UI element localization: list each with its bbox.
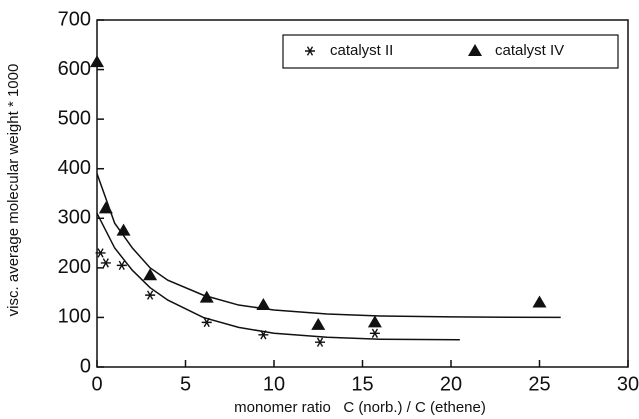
x-axis-label: monomer ratio C (norb.) / C (ethene) — [234, 399, 486, 416]
y-axis-label: visc. average molecular weight * 1000 — [5, 64, 22, 317]
x-tick-label: 30 — [617, 373, 639, 395]
point — [145, 290, 156, 300]
y-tick-label: 500 — [58, 107, 91, 129]
legend-label: catalyst IV — [495, 42, 564, 59]
x-tick-label: 15 — [351, 373, 373, 395]
point — [532, 295, 547, 308]
point — [143, 268, 158, 281]
y-tick-label: 700 — [58, 8, 91, 30]
y-tick-label: 300 — [58, 207, 91, 229]
point — [367, 315, 382, 328]
y-tick-label: 400 — [58, 157, 91, 179]
x-tick-label: 0 — [91, 373, 102, 395]
point — [256, 298, 271, 311]
legend-label: catalyst II — [330, 42, 393, 59]
x-tick-label: 25 — [528, 373, 550, 395]
legend-marker — [305, 46, 315, 56]
point — [116, 223, 131, 236]
point — [95, 248, 106, 258]
x-tick-label: 5 — [180, 373, 191, 395]
point — [90, 55, 104, 68]
point — [315, 337, 326, 347]
legend-box — [282, 34, 619, 69]
point — [100, 258, 111, 268]
legend-marker — [468, 44, 482, 56]
x-tick-label: 10 — [263, 373, 285, 395]
point — [116, 260, 127, 271]
fit-curve — [96, 212, 460, 341]
y-tick-label: 0 — [80, 355, 91, 377]
y-tick-label: 100 — [58, 306, 91, 328]
y-tick-label: 600 — [58, 58, 91, 80]
fit-curve — [96, 173, 561, 319]
point — [369, 328, 380, 338]
x-tick-label: 20 — [440, 373, 462, 395]
y-tick-label: 200 — [58, 256, 91, 278]
point — [311, 317, 326, 330]
